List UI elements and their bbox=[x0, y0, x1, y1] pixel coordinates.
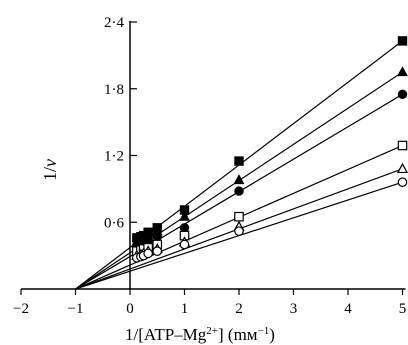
x-axis-title-superscript: 2+ bbox=[206, 325, 218, 337]
x-axis-title-part: ] (mм bbox=[218, 325, 258, 344]
data-point-circle-filled bbox=[234, 186, 244, 196]
data-point-circle-open bbox=[179, 239, 190, 250]
data-point-triangle-filled bbox=[233, 174, 245, 185]
x-tick-label: 5 bbox=[399, 301, 407, 317]
x-tick-label: 4 bbox=[344, 301, 352, 317]
data-point-square-filled bbox=[234, 156, 244, 166]
chart-axes bbox=[20, 21, 406, 295]
x-tick-label: 3 bbox=[290, 301, 298, 317]
data-point-triangle-filled bbox=[397, 66, 408, 77]
data-point-circle-open bbox=[234, 226, 244, 236]
data-point-square-filled bbox=[397, 36, 408, 46]
tick-labels: −2 −1 0 1 2 3 4 5 0·6 1·2 1·8 2·4 bbox=[13, 15, 406, 317]
x-tick-label: 2 bbox=[235, 301, 243, 317]
x-tick-label: 1 bbox=[181, 301, 189, 317]
x-axis-title-part: 1/[ATP–Mg bbox=[125, 325, 207, 344]
data-point-circle-filled bbox=[152, 232, 162, 242]
y-axis-title-prefix: 1/ bbox=[40, 167, 60, 181]
data-point-triangle-open bbox=[396, 162, 408, 174]
y-tick-label: 1·2 bbox=[104, 149, 124, 165]
data-point-circle-open bbox=[152, 246, 163, 256]
data-point-triangle-filled bbox=[179, 210, 190, 221]
data-point-square-open bbox=[397, 140, 408, 151]
data-point-circle-filled bbox=[397, 89, 408, 100]
y-tick-label: 0·6 bbox=[104, 215, 124, 231]
y-tick-label: 2·4 bbox=[104, 15, 124, 31]
data-point-circle-open bbox=[143, 248, 153, 259]
data-point-circle-filled bbox=[143, 235, 153, 245]
axis-labels: 1/[ATP–Mg2+] (mм−1)1/v bbox=[40, 159, 275, 344]
y-tick-label: 1·8 bbox=[104, 82, 124, 98]
x-tick-label: −2 bbox=[13, 301, 29, 317]
data-points bbox=[131, 36, 408, 263]
x-tick-label: −1 bbox=[68, 301, 84, 317]
data-point-circle-filled bbox=[179, 223, 190, 233]
x-tick-label: 0 bbox=[126, 301, 134, 317]
y-axis-title: 1/v bbox=[40, 159, 60, 181]
data-point-circle-open bbox=[397, 177, 408, 187]
x-axis-title-part: ) bbox=[269, 325, 275, 344]
y-axis-title-variable: v bbox=[40, 159, 60, 167]
x-axis-title-superscript: −1 bbox=[258, 325, 270, 337]
data-point-square-open bbox=[234, 211, 244, 222]
x-axis-title: 1/[ATP–Mg2+] (mм−1) bbox=[125, 325, 275, 344]
